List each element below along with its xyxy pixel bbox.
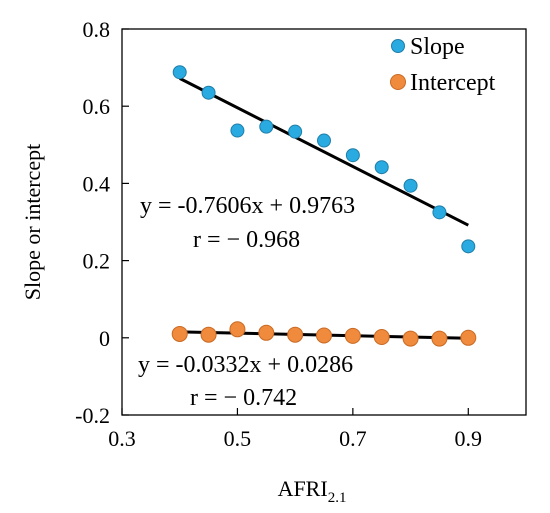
data-point-slope — [201, 85, 216, 100]
data-point-slope — [230, 123, 245, 138]
intercept-equation: y = -0.0332x + 0.0286 — [138, 352, 353, 378]
trendline-slope — [179, 77, 469, 227]
data-point-slope — [172, 65, 187, 80]
x-tick-label: 0.9 — [455, 426, 483, 451]
data-point-intercept — [316, 327, 332, 344]
y-axis-ticks: -0.2 0 0.2 0.4 0.6 0.8 — [75, 17, 129, 428]
x-axis-ticks: 0.3 0.5 0.7 0.9 — [108, 408, 482, 451]
data-point-slope — [374, 160, 389, 175]
data-point-slope — [288, 124, 303, 139]
plot-area — [121, 28, 527, 416]
slope-r-value: r = − 0.968 — [193, 227, 300, 253]
x-axis-title: AFRI2.1 — [278, 476, 347, 506]
x-tick-label: 0.3 — [108, 426, 136, 451]
data-point-intercept — [229, 321, 246, 338]
x-tick-label: 0.5 — [224, 426, 252, 451]
y-tick-label: 0.4 — [83, 171, 111, 196]
data-point-slope — [461, 239, 476, 254]
data-point-intercept — [171, 325, 188, 342]
data-point-intercept — [431, 330, 448, 347]
data-point-intercept — [258, 324, 275, 341]
data-point-slope — [345, 148, 360, 163]
slope-equation: y = -0.7606x + 0.9763 — [140, 193, 355, 219]
data-point-intercept — [344, 327, 361, 344]
legend-label-slope: Slope — [410, 34, 465, 60]
intercept-r-value: r = − 0.742 — [190, 385, 297, 411]
legend-marker-intercept — [390, 74, 406, 90]
annotations: y = -0.7606x + 0.9763 r = − 0.968 y = -0… — [138, 193, 355, 411]
data-point-slope — [403, 178, 418, 193]
data-point-intercept — [402, 330, 419, 347]
plot-border — [121, 28, 527, 416]
x-tick-label: 0.7 — [339, 426, 367, 451]
data-point-slope — [259, 119, 274, 134]
data-point-intercept — [460, 329, 477, 346]
data-points — [171, 65, 477, 347]
y-tick-label: 0.8 — [83, 17, 111, 42]
y-tick-label: 0.6 — [83, 94, 111, 119]
data-point-slope — [432, 205, 447, 220]
y-tick-label: 0 — [99, 326, 110, 351]
data-point-intercept — [373, 329, 390, 346]
y-tick-label: 0.2 — [83, 249, 111, 274]
data-point-slope — [317, 133, 331, 148]
legend-marker-slope — [391, 39, 405, 53]
data-point-intercept — [287, 326, 304, 343]
y-tick-label: -0.2 — [75, 403, 110, 428]
x-axis-title-main: AFRI — [278, 476, 328, 501]
data-point-intercept — [200, 326, 217, 343]
y-axis-title: Slope or intercept — [20, 144, 45, 300]
legend: Slope Intercept — [390, 34, 496, 96]
legend-label-intercept: Intercept — [410, 70, 496, 96]
x-axis-title-subscript: 2.1 — [328, 490, 347, 506]
